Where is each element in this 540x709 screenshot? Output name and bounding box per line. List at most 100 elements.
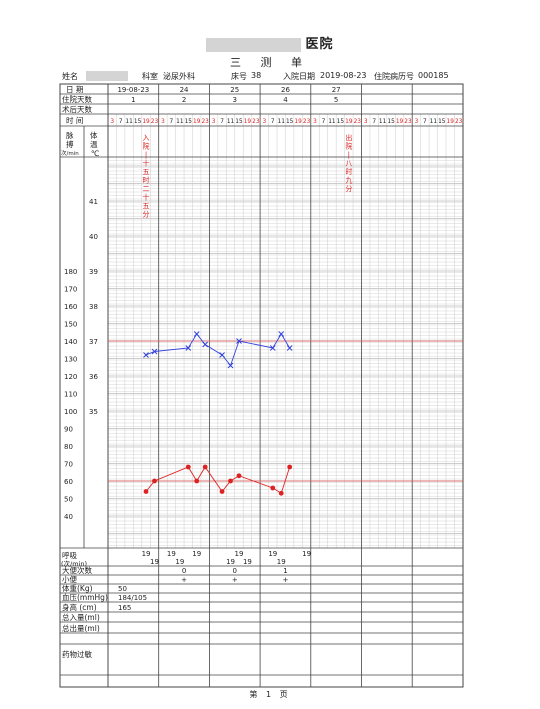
time-slot-label: 23 <box>303 119 311 125</box>
pulse-tick-label: 60 <box>64 478 73 486</box>
time-slot-label: 3 <box>212 119 216 125</box>
time-slot-label: 11 <box>125 119 133 125</box>
annotation-char: 五 <box>143 168 150 176</box>
time-slot-label: 3 <box>161 119 165 125</box>
label-allergy: 药物过敏 <box>62 649 92 659</box>
time-slot-label: 7 <box>271 119 275 125</box>
resp-value: 19 <box>277 558 286 566</box>
label-temp-unit: ℃ <box>91 149 99 158</box>
temp-tick-label: 35 <box>89 408 98 416</box>
annotation-char: 二 <box>143 185 150 193</box>
label-temp-1: 体 <box>90 130 98 140</box>
annotation-char: | <box>145 151 147 159</box>
temp-mark-b <box>269 345 276 351</box>
day-date: 24 <box>180 86 189 94</box>
day-hosp-day: 1 <box>131 96 135 104</box>
resp-value: 19 <box>175 558 184 566</box>
resp-value: 19 <box>150 558 159 566</box>
time-slot-label: 23 <box>404 119 412 125</box>
day-hosp-day: 3 <box>233 96 237 104</box>
annotation-char: 十 <box>143 159 150 168</box>
temperature-point <box>278 331 285 337</box>
page-footer: 第 1 页 <box>249 690 291 699</box>
stool-value: 1 <box>283 567 287 575</box>
time-slot-label: 23 <box>354 119 362 125</box>
time-slot-label: 15 <box>286 119 294 125</box>
resp-value: 19 <box>192 550 201 558</box>
time-slot-label: 3 <box>262 119 266 125</box>
pulse-tick-label: 160 <box>64 303 77 311</box>
pulse-tick-label: 70 <box>64 461 73 469</box>
pulse-tick-label: 120 <box>64 373 77 381</box>
resp-value: 19 <box>167 550 176 558</box>
annotation-char: 十 <box>143 193 150 202</box>
pulse-tick-label: 140 <box>64 338 77 346</box>
time-slot-label: 15 <box>185 119 193 125</box>
label-intake: 总入量(ml) <box>62 612 100 622</box>
time-slot-label: 7 <box>372 119 376 125</box>
temperature-point <box>151 348 158 355</box>
bed-value: 38 <box>251 71 262 80</box>
label-resp: 呼吸 <box>62 550 77 560</box>
admit-date-label: 入院日期 <box>283 72 315 81</box>
temp-tick-label: 36 <box>89 373 98 381</box>
temp-mark-b <box>202 341 209 348</box>
annotation-char: 出 <box>345 133 352 142</box>
pulse-point <box>278 490 284 496</box>
pulse-tick-label: 40 <box>64 513 73 521</box>
record-no-label: 住院病历号 <box>374 72 414 81</box>
annotation-char: 八 <box>345 160 352 168</box>
time-slot-label: 7 <box>170 119 174 125</box>
temp-mark-b <box>219 352 225 358</box>
time-slot-label: 15 <box>387 119 395 125</box>
annotation-char: 五 <box>143 202 150 210</box>
time-slot-label: 19 <box>447 119 455 125</box>
time-slot-label: 7 <box>423 119 427 125</box>
pulse-point <box>270 485 276 491</box>
pulse-tick-label: 100 <box>64 408 77 416</box>
redacted-patient-name <box>86 71 128 81</box>
time-slot-label: 19 <box>396 119 404 125</box>
time-slot-label: 15 <box>235 119 243 125</box>
redacted-hospital-name <box>206 37 302 52</box>
temperature-point <box>269 345 276 351</box>
pulse-tick-label: 110 <box>64 391 77 399</box>
patient-name-label: 姓名 <box>62 72 78 81</box>
resp-value: 19 <box>268 550 277 558</box>
temp-mark-b <box>286 345 293 351</box>
pulse-tick-label: 180 <box>64 268 77 276</box>
time-slot-label: 23 <box>252 119 260 125</box>
bp-value: 184/105 <box>118 594 147 602</box>
time-slot-label: 7 <box>119 119 123 125</box>
time-slot-label: 11 <box>278 119 286 125</box>
time-slot-label: 15 <box>337 119 345 125</box>
time-slot-label: 3 <box>313 119 317 125</box>
pulse-tick-label: 80 <box>64 443 73 451</box>
pulse-point <box>152 478 157 484</box>
time-slot-label: 23 <box>455 119 463 125</box>
temperature-point <box>227 362 234 369</box>
temperature-point <box>143 352 149 358</box>
time-slot-label: 19 <box>142 119 150 125</box>
label-output: 总出量(ml) <box>62 623 100 633</box>
pulse-tick-label: 150 <box>64 321 77 329</box>
label-post-op: 术后天数 <box>62 104 92 114</box>
temp-tick-label: 41 <box>89 198 98 206</box>
dept-label: 科室 <box>142 72 158 81</box>
sheet-grid <box>59 83 464 688</box>
label-bp: 血压(mmHg) <box>62 592 108 602</box>
label-date: 日 期 <box>66 85 83 94</box>
pulse-tick-label: 170 <box>64 286 77 294</box>
time-slot-label: 11 <box>227 119 235 125</box>
weight-value: 50 <box>118 585 127 593</box>
day-date: 19-08-23 <box>117 86 149 94</box>
day-hosp-day: 4 <box>283 96 288 104</box>
hospital-title: 医院 <box>0 33 540 52</box>
annotation-char: 分 <box>143 210 150 219</box>
label-pulse-unit: 次/min <box>61 149 79 157</box>
annotation-char: 九 <box>345 176 352 185</box>
pulse-point <box>228 478 233 484</box>
time-slot-label: 11 <box>379 119 387 125</box>
